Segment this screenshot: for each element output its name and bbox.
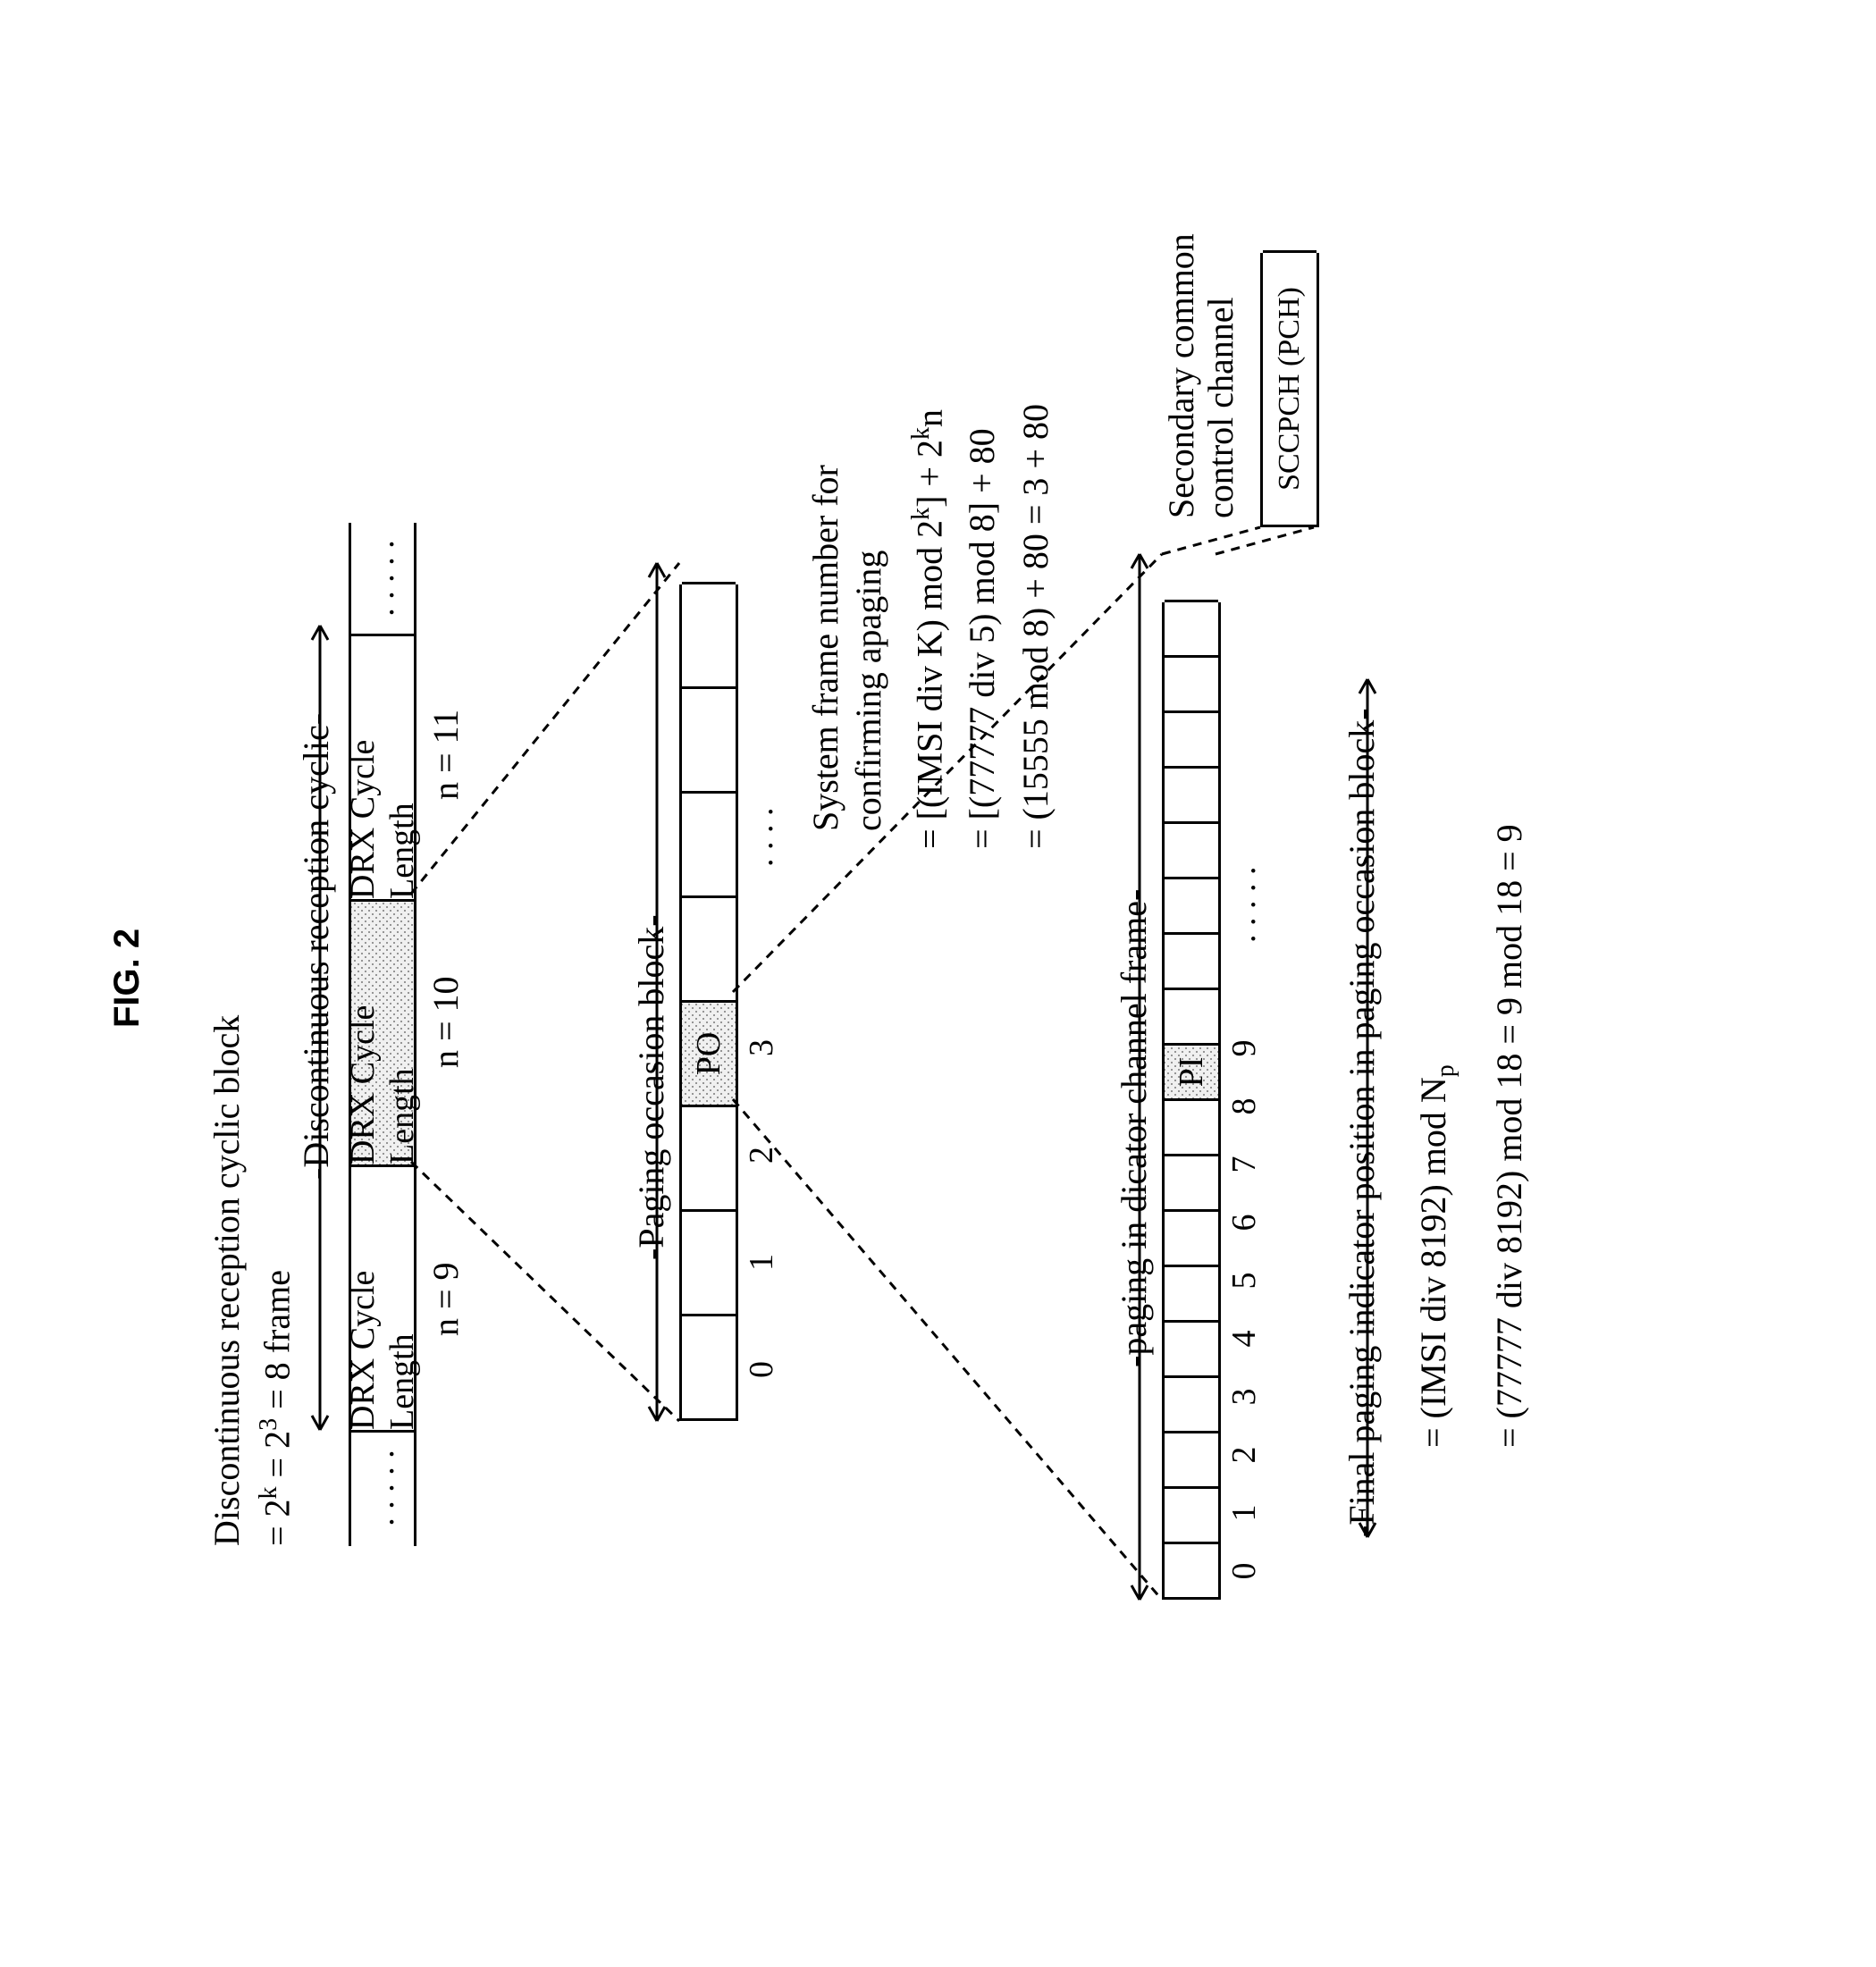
pich-cell-12 xyxy=(1165,877,1218,935)
po-num-3: 3 xyxy=(742,1039,781,1056)
po-cell-7 xyxy=(682,582,736,689)
final-pi-label: -Final paging indicator position in pagi… xyxy=(1341,708,1383,1537)
po-label: -Paging occasion block- xyxy=(630,914,672,1260)
drx-dots-left: . . . . . xyxy=(351,1430,414,1546)
po-cell-6 xyxy=(682,686,736,794)
pich-cell-7 xyxy=(1165,1154,1218,1212)
sfn-eq-1: = [(77777 div 5) mod 8] + 80 xyxy=(961,428,1003,849)
pich-cell-8 xyxy=(1165,1098,1218,1156)
pich-cell-4 xyxy=(1165,1320,1218,1378)
sfn-eq-0: = [(IMSI div K) mod 2k] + 2kn xyxy=(907,409,950,849)
pich-num-10: . . . . . xyxy=(1224,867,1264,944)
pich-num-6: 6 xyxy=(1224,1215,1264,1231)
po-cell-3: PO xyxy=(682,1000,736,1107)
po-row: PO xyxy=(679,584,738,1421)
pich-cell-9: PI xyxy=(1165,1043,1218,1101)
drx-cell-0: DRX Cycle Length xyxy=(351,1164,414,1433)
po-cell-4 xyxy=(682,895,736,1003)
pich-cell-2 xyxy=(1165,1431,1218,1489)
pich-num-2: 2 xyxy=(1224,1447,1264,1464)
po-num-2: 2 xyxy=(742,1147,781,1164)
pich-cell-15 xyxy=(1165,710,1218,769)
drx-cell-2: DRX Cycle Length xyxy=(351,634,414,902)
sccpch-row: SCCPCH (PCH) xyxy=(1260,253,1319,527)
drx-cell-1: DRX Cycle Length xyxy=(351,899,414,1167)
po-cell-2 xyxy=(682,1105,736,1212)
pich-num-9: 9 xyxy=(1224,1040,1264,1057)
po-num-4: . . . . xyxy=(742,808,781,868)
drc-block-line2: = 2k = 23 = 8 frame xyxy=(255,1270,298,1546)
pich-num-3: 3 xyxy=(1224,1389,1264,1406)
pich-num-8: 8 xyxy=(1224,1098,1264,1115)
pich-cell-13 xyxy=(1165,821,1218,879)
sfn-label: System frame number for confirming apagi… xyxy=(804,366,890,831)
po-num-0: 0 xyxy=(742,1361,781,1378)
po-cell-0 xyxy=(682,1314,736,1421)
pich-num-7: 7 xyxy=(1224,1156,1264,1173)
pich-cell-1 xyxy=(1165,1486,1218,1544)
pich-cell-0 xyxy=(1165,1542,1218,1600)
drx-n-label-2: n = 11 xyxy=(425,710,467,800)
drx-n-label-0: n = 9 xyxy=(425,1262,467,1336)
figure-title: FIG. 2 xyxy=(107,929,147,1028)
pich-cell-5 xyxy=(1165,1265,1218,1323)
drx-n-label-1: n = 10 xyxy=(425,976,467,1068)
sfn-eq-2: = (15555 mod 8) + 80 = 3 + 80 xyxy=(1014,404,1056,849)
drx-dots-right: . . . . . xyxy=(351,520,414,636)
drx-row: . . . . .DRX Cycle LengthDRX Cycle Lengt… xyxy=(349,523,416,1546)
pich-num-5: 5 xyxy=(1224,1273,1264,1290)
pich-row: PI xyxy=(1162,602,1221,1600)
po-cell-5 xyxy=(682,791,736,898)
sccpch-label: Secondary common control channel xyxy=(1162,223,1241,518)
pich-cell-14 xyxy=(1165,766,1218,824)
po-cell-1 xyxy=(682,1209,736,1316)
po-num-1: 1 xyxy=(742,1254,781,1271)
pich-cell-6 xyxy=(1165,1209,1218,1267)
drc-label: -Discontinuous reception cyclic- xyxy=(295,713,337,1180)
sccpch-cell: SCCPCH (PCH) xyxy=(1263,250,1317,527)
pich-cell-16 xyxy=(1165,655,1218,713)
pich-cell-3 xyxy=(1165,1375,1218,1433)
pich-cell-10 xyxy=(1165,988,1218,1046)
final-pi-eq-0: = (IMSI div 8192) mod Np xyxy=(1412,1064,1460,1448)
pich-num-0: 0 xyxy=(1224,1563,1264,1580)
pich-cell-11 xyxy=(1165,932,1218,990)
pich-cell-17 xyxy=(1165,600,1218,658)
pich-num-1: 1 xyxy=(1224,1505,1264,1522)
drc-block-line1: Discontinuous reception cyclic block xyxy=(206,1015,248,1546)
final-pi-eq-1: = (77777 div 8192) mod 18 = 9 mod 18 = 9 xyxy=(1488,824,1530,1448)
pich-label: -paging in dicator channel frame- xyxy=(1113,889,1155,1367)
pich-num-4: 4 xyxy=(1224,1331,1264,1348)
